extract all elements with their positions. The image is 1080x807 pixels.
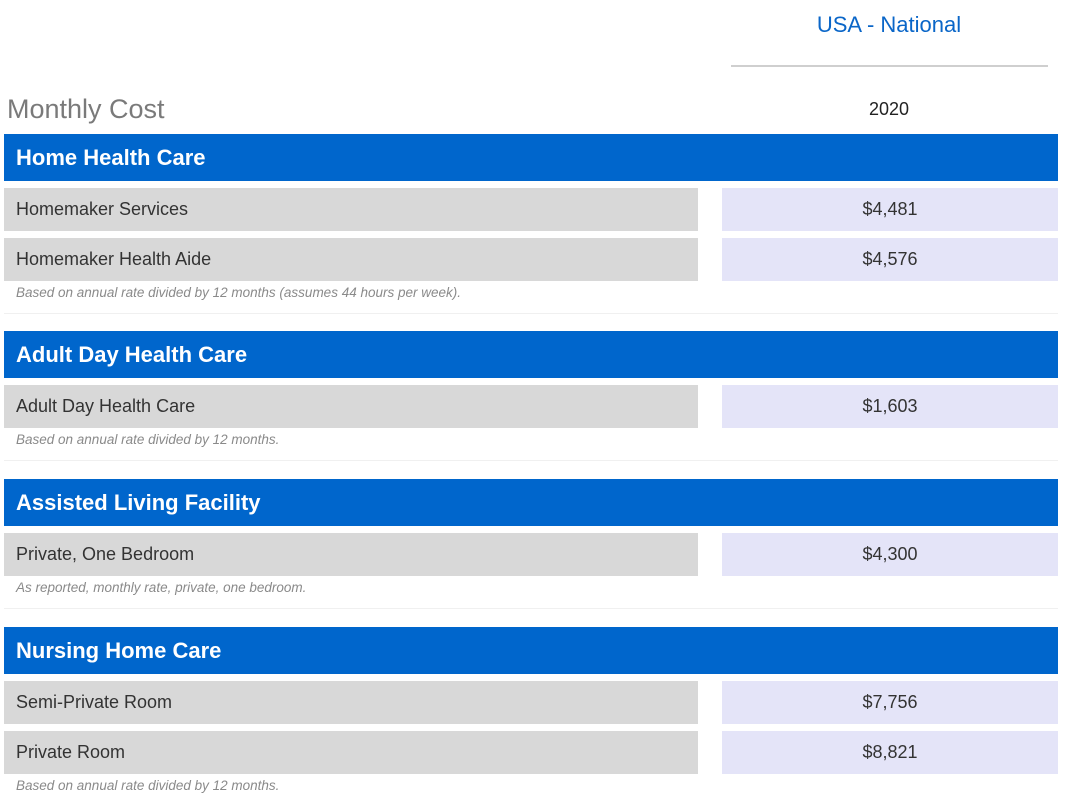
section-note: As reported, monthly rate, private, one … bbox=[16, 580, 307, 595]
table-row: Private Room $8,821 bbox=[4, 731, 1058, 774]
row-label: Semi-Private Room bbox=[4, 681, 698, 724]
row-value: $4,300 bbox=[722, 533, 1058, 576]
table-row: Homemaker Services $4,481 bbox=[4, 188, 1058, 231]
section-header: Nursing Home Care bbox=[4, 627, 1058, 674]
table-row: Homemaker Health Aide $4,576 bbox=[4, 238, 1058, 281]
section-note: Based on annual rate divided by 12 month… bbox=[16, 285, 462, 300]
table-row: Private, One Bedroom $4,300 bbox=[4, 533, 1058, 576]
section-note: Based on annual rate divided by 12 month… bbox=[16, 778, 280, 793]
section-adult-day-health-care: Adult Day Health Care Adult Day Health C… bbox=[4, 331, 1058, 461]
row-label: Private Room bbox=[4, 731, 698, 774]
table-row: Adult Day Health Care $1,603 bbox=[4, 385, 1058, 428]
table-row: Semi-Private Room $7,756 bbox=[4, 681, 1058, 724]
region-title[interactable]: USA - National bbox=[816, 12, 962, 37]
row-value: $4,576 bbox=[722, 238, 1058, 281]
row-label: Private, One Bedroom bbox=[4, 533, 698, 576]
section-header: Home Health Care bbox=[4, 134, 1058, 181]
section-divider bbox=[4, 313, 1058, 314]
section-divider bbox=[4, 460, 1058, 461]
page-title: Monthly Cost bbox=[7, 94, 165, 124]
section-header: Adult Day Health Care bbox=[4, 331, 1058, 378]
row-label: Homemaker Services bbox=[4, 188, 698, 231]
row-label: Homemaker Health Aide bbox=[4, 238, 698, 281]
section-divider bbox=[4, 608, 1058, 609]
row-label: Adult Day Health Care bbox=[4, 385, 698, 428]
section-header: Assisted Living Facility bbox=[4, 479, 1058, 526]
row-value: $7,756 bbox=[722, 681, 1058, 724]
section-home-health-care: Home Health Care Homemaker Services $4,4… bbox=[4, 134, 1058, 314]
section-nursing-home-care: Nursing Home Care Semi-Private Room $7,7… bbox=[4, 627, 1058, 795]
row-value: $8,821 bbox=[722, 731, 1058, 774]
region-divider bbox=[731, 65, 1048, 67]
section-assisted-living-facility: Assisted Living Facility Private, One Be… bbox=[4, 479, 1058, 609]
row-value: $1,603 bbox=[722, 385, 1058, 428]
section-note: Based on annual rate divided by 12 month… bbox=[16, 432, 280, 447]
year-column-header: 2020 bbox=[868, 99, 910, 119]
row-value: $4,481 bbox=[722, 188, 1058, 231]
